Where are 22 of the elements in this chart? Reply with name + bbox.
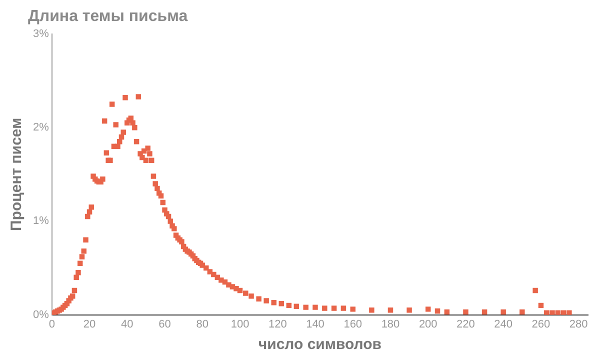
x-tick-label: 80 — [196, 318, 209, 330]
y-tick-label: 1% — [32, 215, 50, 228]
x-tick-label: 260 — [532, 318, 550, 330]
x-axis-title: число символов — [258, 336, 382, 354]
y-axis-title: Процент писем — [8, 118, 26, 231]
x-tick-label: 180 — [381, 318, 400, 330]
y-tick-label: 2% — [32, 122, 50, 134]
x-tick-label: 200 — [418, 318, 438, 330]
y-tick-label: 3% — [32, 28, 50, 40]
chart-title: Длина темы письма — [28, 8, 188, 26]
x-tick-label: 160 — [344, 318, 362, 330]
x-tick-label: 100 — [230, 318, 250, 330]
x-tick-label: 60 — [158, 318, 171, 330]
x-tick-label: 40 — [121, 318, 134, 330]
x-tick-label: 280 — [569, 318, 588, 330]
y-tick-label: 0% — [32, 308, 50, 321]
x-tick-label: 220 — [456, 318, 475, 330]
x-tick-label: 120 — [268, 318, 287, 330]
x-tick-label: 140 — [306, 318, 324, 330]
x-tick-label: 20 — [83, 318, 96, 330]
x-tick-label: 0 — [48, 318, 55, 330]
x-tick-label: 240 — [494, 318, 513, 330]
